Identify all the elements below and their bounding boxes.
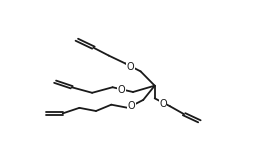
Text: O: O: [159, 99, 167, 109]
Text: O: O: [127, 101, 135, 111]
Text: O: O: [127, 62, 134, 72]
Text: O: O: [118, 85, 125, 95]
